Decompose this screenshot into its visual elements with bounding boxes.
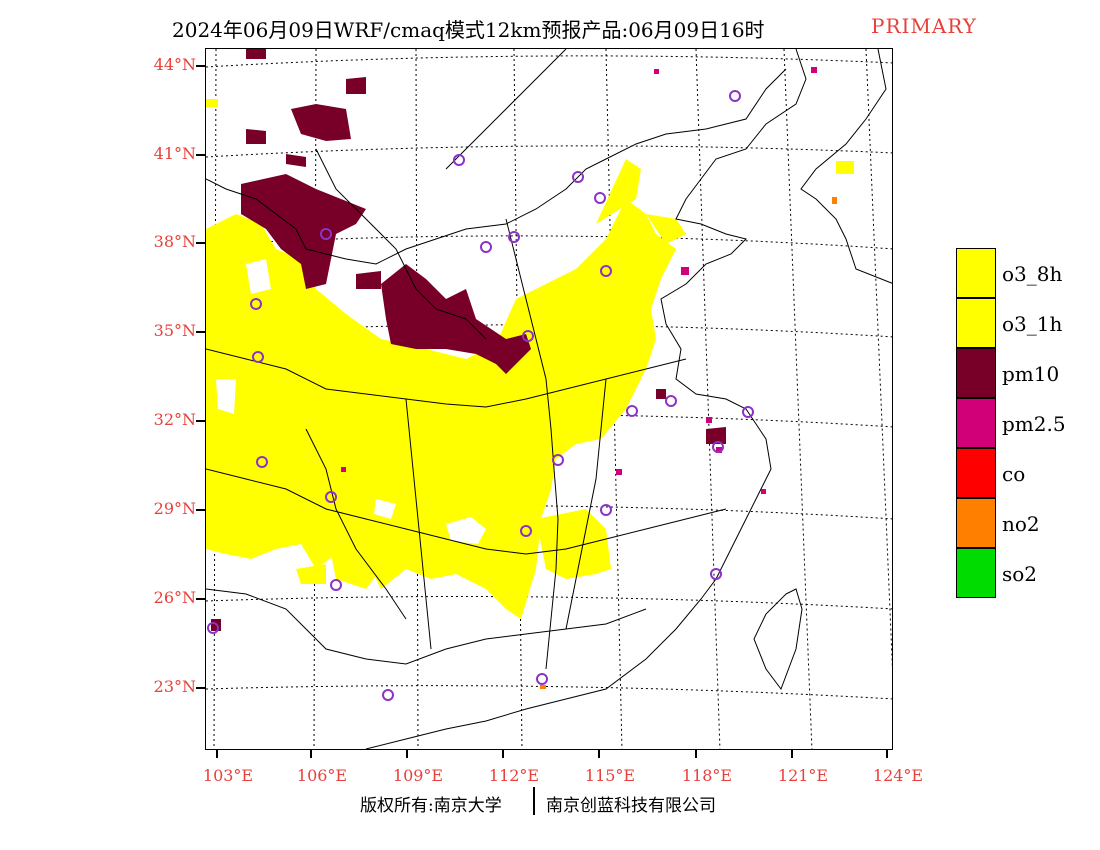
legend-label: so2 [1002, 562, 1038, 586]
longitude-tick [216, 750, 218, 758]
station-marker [600, 504, 612, 516]
legend-swatch [956, 448, 996, 498]
station-marker [572, 171, 584, 183]
station-marker [453, 154, 465, 166]
legend-swatch [956, 498, 996, 548]
legend-item-o3-1h: o3_1h [956, 298, 1076, 348]
station-marker [325, 491, 337, 503]
station-marker [729, 90, 741, 102]
latitude-tick [196, 331, 205, 333]
longitude-label: 115°E [584, 766, 636, 785]
legend-item-co: co [956, 448, 1076, 498]
pollutant-map [205, 48, 893, 750]
legend-swatch [956, 398, 996, 448]
station-marker [256, 456, 268, 468]
primary-tag: PRIMARY [871, 14, 977, 38]
boundaries [206, 49, 892, 749]
legend-swatch [956, 348, 996, 398]
legend-label: no2 [1002, 512, 1040, 536]
latitude-tick [196, 687, 205, 689]
station-marker [742, 406, 754, 418]
latitude-label: 26°N [153, 588, 196, 607]
latitude-label: 32°N [153, 410, 196, 429]
station-marker [520, 525, 532, 537]
longitude-tick [886, 750, 888, 758]
longitude-label: 124°E [872, 766, 924, 785]
latitude-label: 44°N [153, 55, 196, 74]
station-marker [552, 454, 564, 466]
latitude-tick [196, 65, 205, 67]
longitude-tick [310, 750, 312, 758]
title-text: 2024年06月09日WRF/cmaq模式12km预报产品:06月09日16时 [172, 18, 765, 42]
latitude-label: 23°N [153, 677, 196, 696]
legend-item-so2: so2 [956, 548, 1076, 598]
station-marker [710, 568, 722, 580]
station-marker [594, 192, 606, 204]
legend-item-o3-8h: o3_8h [956, 248, 1076, 298]
station-marker [252, 351, 264, 363]
map-canvas [206, 49, 892, 749]
pm10-regions [211, 49, 726, 631]
longitude-label: 103°E [202, 766, 254, 785]
latitude-label: 38°N [153, 232, 196, 251]
longitude-label: 109°E [392, 766, 444, 785]
legend-item-pm2-5: pm2.5 [956, 398, 1076, 448]
station-marker [382, 689, 394, 701]
clean-areas [216, 259, 486, 544]
station-marker [522, 330, 534, 342]
latitude-label: 29°N [153, 499, 196, 518]
station-marker [712, 441, 724, 453]
station-marker [480, 241, 492, 253]
copyright-divider [533, 787, 535, 815]
longitude-label: 106°E [296, 766, 348, 785]
legend-label: pm2.5 [1002, 412, 1066, 436]
station-marker [626, 405, 638, 417]
latitude-label: 35°N [153, 321, 196, 340]
latitude-tick [196, 242, 205, 244]
pollutant-legend: o3_8h o3_1h pm10 pm2.5 co no2 so2 [956, 248, 1076, 598]
no2-regions [540, 197, 837, 689]
latitude-tick [196, 154, 205, 156]
longitude-label: 121°E [777, 766, 829, 785]
longitude-label: 118°E [681, 766, 733, 785]
station-marker [250, 298, 262, 310]
legend-swatch [956, 298, 996, 348]
station-marker [508, 231, 520, 243]
legend-item-no2: no2 [956, 498, 1076, 548]
latitude-label: 41°N [153, 144, 196, 163]
station-marker [207, 622, 219, 634]
longitude-tick [791, 750, 793, 758]
legend-item-pm10: pm10 [956, 348, 1076, 398]
longitude-label: 112°E [488, 766, 540, 785]
longitude-tick [598, 750, 600, 758]
copyright-owner: 版权所有:南京大学 [360, 796, 502, 816]
legend-swatch [956, 248, 996, 298]
longitude-tick [502, 750, 504, 758]
pm25-regions [341, 67, 817, 494]
legend-label: o3_8h [1002, 262, 1063, 286]
legend-label: co [1002, 462, 1026, 486]
ozone-regions [206, 99, 854, 619]
longitude-tick [695, 750, 697, 758]
latitude-tick [196, 598, 205, 600]
latitude-tick [196, 420, 205, 422]
copyright-company: 南京创蓝科技有限公司 [546, 796, 716, 816]
station-marker [665, 395, 677, 407]
copyright-footer: 版权所有:南京大学 南京创蓝科技有限公司 [0, 787, 1100, 817]
station-marker [536, 673, 548, 685]
map-title: 2024年06月09日WRF/cmaq模式12km预报产品:06月09日16时 … [0, 12, 1100, 42]
station-marker [600, 265, 612, 277]
station-marker [320, 228, 332, 240]
monitoring-stations [207, 90, 754, 701]
legend-label: o3_1h [1002, 312, 1063, 336]
legend-label: pm10 [1002, 362, 1060, 386]
longitude-tick [406, 750, 408, 758]
station-marker [330, 579, 342, 591]
latitude-tick [196, 509, 205, 511]
legend-swatch [956, 548, 996, 598]
